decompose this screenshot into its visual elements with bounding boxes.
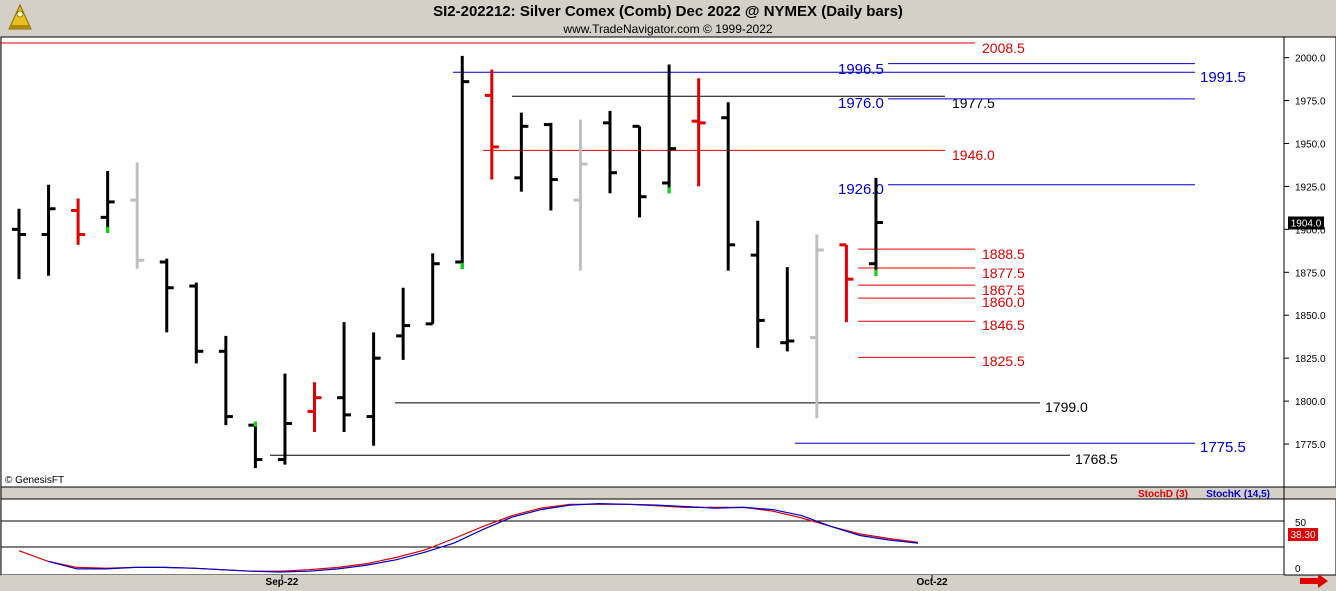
level-label-14: 1775.5 xyxy=(1200,439,1246,456)
ohlc-bar-8 xyxy=(248,421,263,469)
stochk-legend: StochK (14,5) xyxy=(1206,489,1270,500)
level-label-10: 1860.0 xyxy=(982,294,1025,310)
ohlc-bar-6 xyxy=(189,282,204,364)
level-label-6: 1926.0 xyxy=(838,181,884,198)
stochd-legend: StochD (3) xyxy=(1138,489,1188,500)
level-label-2: 1991.5 xyxy=(1200,69,1246,86)
ohlc-bar-28 xyxy=(839,243,854,323)
level-lines: 2008.5 1996.5 1991.5 1977.5 1976.0 1946.0 1926… xyxy=(0,40,1246,467)
price-tick-label-6: 1925.0 xyxy=(1295,182,1326,193)
level-label-13: 1799.0 xyxy=(1045,399,1088,415)
price-tick-label-4: 1875.0 xyxy=(1295,268,1326,279)
level-label-9: 1867.5 xyxy=(982,282,1025,298)
stochk-line xyxy=(47,502,919,573)
level-label-12: 1825.5 xyxy=(982,353,1025,369)
ohlc-bar-18 xyxy=(543,122,558,211)
ohlc-bar-21 xyxy=(632,124,647,218)
chart-subtitle: www.TradeNavigator.com © 1999-2022 xyxy=(563,22,773,36)
price-tick-label-5: 1900.0 xyxy=(1295,225,1326,236)
price-tick-label-1: 1800.0 xyxy=(1295,397,1326,408)
stoch-tick-label-1: 50 xyxy=(1295,518,1307,529)
price-axis[interactable] xyxy=(1283,36,1336,488)
price-bars xyxy=(12,55,883,469)
date-axis-labels: Sep-22 Oct-22 xyxy=(266,575,948,588)
date-tick-label-1: Oct-22 xyxy=(916,577,948,588)
ohlc-bar-10 xyxy=(307,382,322,433)
ohlc-bar-20 xyxy=(603,110,617,194)
price-tick-label-2: 1825.0 xyxy=(1295,354,1326,365)
stoch-plot-area[interactable] xyxy=(0,498,1285,576)
ohlc-bar-12 xyxy=(366,332,381,446)
chart-title: SI2-202212: Silver Comex (Comb) Dec 2022… xyxy=(433,3,903,20)
price-tick-label-9: 2000.0 xyxy=(1295,54,1326,65)
watermark: © GenesisFT xyxy=(5,475,64,486)
level-label-3: 1977.5 xyxy=(952,95,995,111)
ohlc-bar-3 xyxy=(100,170,115,233)
date-tick-label-0: Sep-22 xyxy=(266,577,299,588)
price-plot-area[interactable] xyxy=(0,36,1285,488)
stoch-lines: 0 50 xyxy=(1,502,1307,575)
last-price-label: 1904.0 xyxy=(1291,218,1322,229)
ohlc-bar-4 xyxy=(130,162,145,269)
pyramid-logo-icon xyxy=(8,3,32,30)
ohlc-bar-11 xyxy=(337,322,352,433)
indicator-legend-strip xyxy=(0,486,1285,500)
ohlc-bar-7 xyxy=(218,335,233,426)
level-label-7: 1888.5 xyxy=(982,246,1025,262)
level-label-15: 1768.5 xyxy=(1075,451,1118,467)
stoch-value-label: 38.30 xyxy=(1290,530,1315,541)
date-axis[interactable] xyxy=(1,575,1284,591)
ohlc-bar-15 xyxy=(455,55,470,269)
level-label-4: 1976.0 xyxy=(838,95,884,112)
ohlc-bar-22 xyxy=(662,64,677,194)
ohlc-bar-26 xyxy=(780,267,795,352)
chart-header: SI2-202212: Silver Comex (Comb) Dec 2022… xyxy=(0,0,1336,37)
price-tick-label-8: 1975.0 xyxy=(1295,97,1326,108)
ohlc-bar-5 xyxy=(159,258,174,333)
ohlc-bar-24 xyxy=(721,102,736,271)
ohlc-bar-14 xyxy=(425,253,440,326)
price-axis-labels: 1775.0 1800.0 1825.0 1850.0 1875.0 1900.0 1925… xyxy=(1284,54,1326,451)
stoch-tick-label-0: 0 xyxy=(1295,564,1301,575)
ohlc-bar-25 xyxy=(750,220,765,348)
ohlc-bar-0 xyxy=(12,208,26,280)
stoch-value-marker: 38.30 xyxy=(1288,528,1318,541)
level-label-11: 1846.5 xyxy=(982,317,1025,333)
price-tick-label-3: 1850.0 xyxy=(1295,311,1326,322)
price-tick-label-0: 1775.0 xyxy=(1295,440,1326,451)
ohlc-bar-9 xyxy=(277,373,292,465)
last-price-marker: 1904.0 xyxy=(1288,216,1324,230)
price-tick-label-7: 1950.0 xyxy=(1295,139,1326,150)
ohlc-bar-27 xyxy=(809,234,824,419)
ohlc-bar-16 xyxy=(484,69,499,180)
level-label-8: 1877.5 xyxy=(982,265,1025,281)
level-label-1: 1996.5 xyxy=(838,61,884,78)
ohlc-bar-2 xyxy=(71,198,86,245)
ohlc-bar-1 xyxy=(41,184,56,276)
level-label-5: 1946.0 xyxy=(952,147,995,163)
ohlc-bar-19 xyxy=(573,119,588,271)
ohlc-bar-29 xyxy=(868,177,883,276)
ohlc-bar-23 xyxy=(691,78,706,187)
ohlc-bar-17 xyxy=(514,112,529,192)
scroll-right-arrow-icon[interactable] xyxy=(1298,573,1330,589)
ohlc-bar-13 xyxy=(396,287,411,360)
level-label-0: 2008.5 xyxy=(982,40,1025,56)
